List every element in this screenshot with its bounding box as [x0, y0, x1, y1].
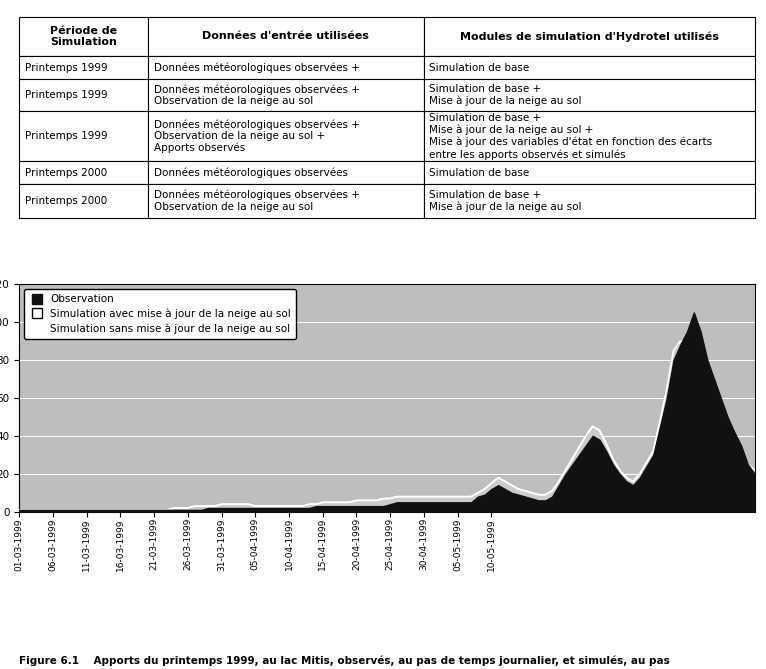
Bar [148, 17, 424, 56]
Text: Printemps 1999: Printemps 1999 [25, 63, 108, 72]
Bar [148, 161, 424, 184]
Text: Données météorologiques observées +
Observation de la neige au sol: Données météorologiques observées + Obse… [154, 84, 359, 106]
Bar [19, 184, 148, 217]
Text: Printemps 1999: Printemps 1999 [25, 90, 108, 100]
Text: Printemps 2000: Printemps 2000 [25, 168, 107, 178]
Bar [19, 17, 148, 56]
Bar [19, 79, 148, 111]
Text: Simulation de base +
Mise à jour de la neige au sol: Simulation de base + Mise à jour de la n… [430, 84, 582, 106]
Bar [424, 17, 755, 56]
Bar [19, 161, 148, 184]
Bar [424, 184, 755, 217]
Text: Données météorologiques observées: Données météorologiques observées [154, 167, 348, 178]
Legend: Observation, Simulation avec mise à jour de la neige au sol, Simulation sans mis: Observation, Simulation avec mise à jour… [25, 289, 296, 339]
Bar [424, 161, 755, 184]
Text: Modules de simulation d'Hydrotel utilisés: Modules de simulation d'Hydrotel utilisé… [460, 31, 719, 41]
Text: Simulation de base +
Mise à jour de la neige au sol +
Mise à jour des variables : Simulation de base + Mise à jour de la n… [430, 113, 712, 160]
Bar [148, 79, 424, 111]
Text: Figure 6.1    Apports du printemps 1999, au lac Mitis, observés, au pas de temps: Figure 6.1 Apports du printemps 1999, au… [19, 655, 670, 666]
Bar [148, 184, 424, 217]
Text: Période de
Simulation: Période de Simulation [50, 25, 117, 47]
Text: Données météorologiques observées +
Observation de la neige au sol +
Apports obs: Données météorologiques observées + Obse… [154, 119, 359, 153]
Text: Données météorologiques observées +
Observation de la neige au sol: Données météorologiques observées + Obse… [154, 190, 359, 212]
Text: Données météorologiques observées +: Données météorologiques observées + [154, 62, 359, 73]
Bar [148, 111, 424, 161]
Bar [19, 56, 148, 79]
Bar [148, 56, 424, 79]
Bar [424, 79, 755, 111]
Bar [424, 111, 755, 161]
Bar [19, 111, 148, 161]
Text: Données d'entrée utilisées: Données d'entrée utilisées [202, 31, 369, 41]
Text: Simulation de base: Simulation de base [430, 168, 530, 178]
Bar [424, 56, 755, 79]
Text: Simulation de base: Simulation de base [430, 63, 530, 72]
Text: Printemps 2000: Printemps 2000 [25, 196, 107, 206]
Text: Simulation de base +
Mise à jour de la neige au sol: Simulation de base + Mise à jour de la n… [430, 190, 582, 212]
Text: Printemps 1999: Printemps 1999 [25, 131, 108, 141]
